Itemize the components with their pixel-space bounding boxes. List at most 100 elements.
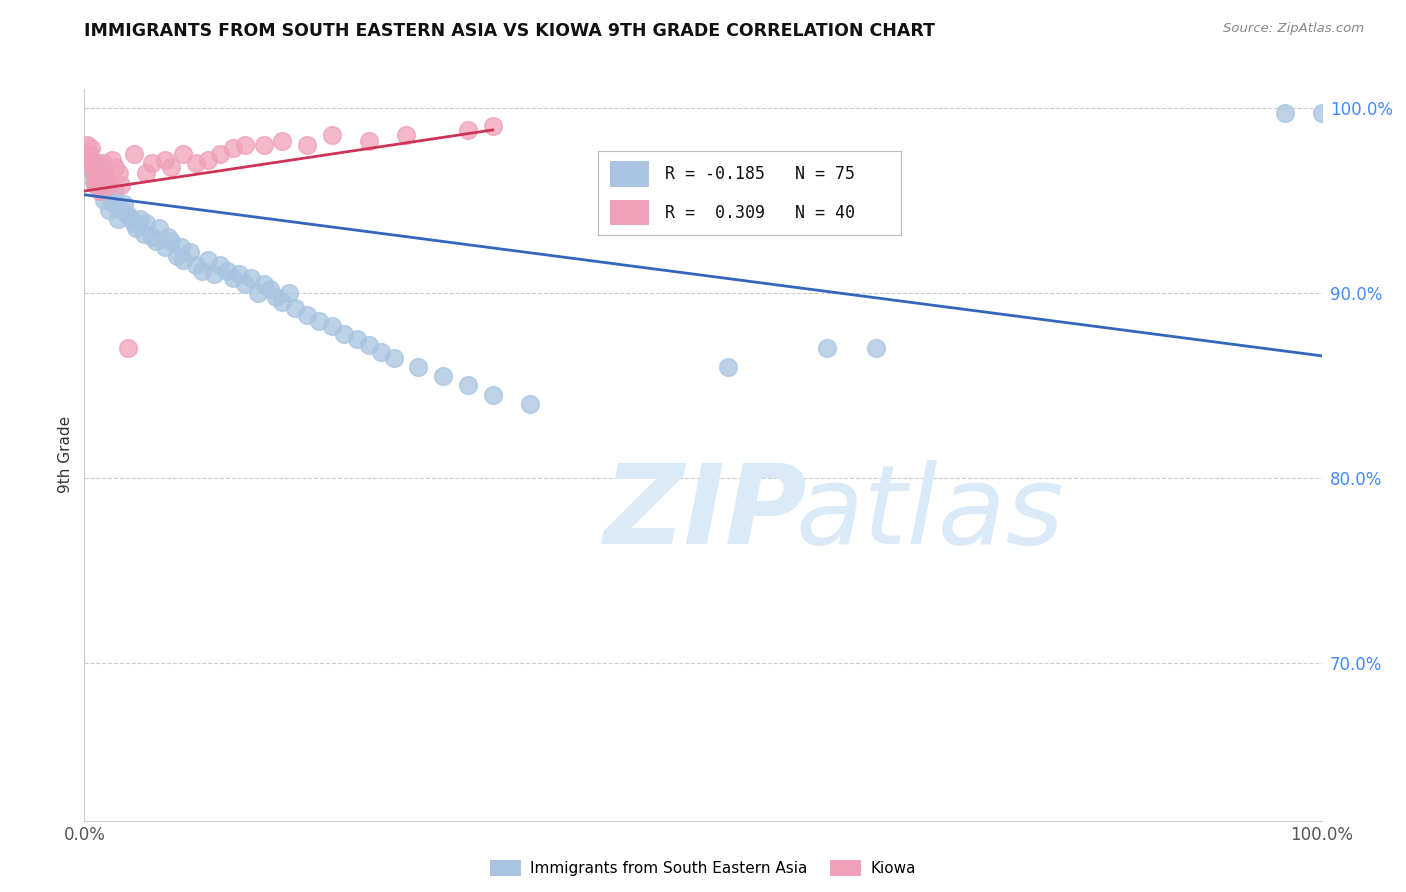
Point xyxy=(253,277,276,291)
Point xyxy=(346,332,368,346)
Point xyxy=(815,342,838,356)
Text: Source: ZipAtlas.com: Source: ZipAtlas.com xyxy=(1223,22,1364,36)
Point xyxy=(271,295,294,310)
Point xyxy=(259,282,281,296)
Point xyxy=(76,156,98,170)
Point xyxy=(110,178,132,193)
Point xyxy=(82,160,104,174)
Point xyxy=(240,271,263,285)
Point xyxy=(79,147,101,161)
Point xyxy=(153,239,176,253)
Point xyxy=(264,290,287,304)
Point xyxy=(432,369,454,384)
Point xyxy=(370,345,392,359)
Point xyxy=(233,277,256,291)
Legend: Immigrants from South Eastern Asia, Kiowa: Immigrants from South Eastern Asia, Kiow… xyxy=(484,855,922,882)
Point xyxy=(93,165,115,179)
Point xyxy=(129,211,152,226)
Bar xyxy=(610,200,650,226)
Point xyxy=(184,258,207,272)
Y-axis label: 9th Grade: 9th Grade xyxy=(58,417,73,493)
Point xyxy=(93,194,115,208)
Point xyxy=(141,230,163,244)
Point xyxy=(91,178,114,193)
Point xyxy=(141,156,163,170)
Point xyxy=(481,388,503,402)
Point xyxy=(457,378,479,392)
Text: IMMIGRANTS FROM SOUTH EASTERN ASIA VS KIOWA 9TH GRADE CORRELATION CHART: IMMIGRANTS FROM SOUTH EASTERN ASIA VS KI… xyxy=(84,22,935,40)
Point xyxy=(76,137,98,152)
Point xyxy=(222,271,245,285)
Point xyxy=(87,178,110,193)
Point xyxy=(153,153,176,167)
Point xyxy=(481,120,503,134)
Point xyxy=(79,147,101,161)
Point xyxy=(457,123,479,137)
Point xyxy=(179,245,201,260)
Point xyxy=(135,165,157,179)
Point xyxy=(209,258,232,272)
Point xyxy=(308,313,330,327)
Text: ZIP: ZIP xyxy=(605,460,807,567)
Point xyxy=(100,194,122,208)
Point xyxy=(1310,106,1333,120)
Point xyxy=(103,197,125,211)
Point xyxy=(98,202,121,217)
Point xyxy=(79,141,101,155)
Point xyxy=(408,359,430,374)
Point xyxy=(145,234,167,248)
Point xyxy=(172,147,194,161)
Point xyxy=(170,239,193,253)
Point xyxy=(395,128,418,143)
Point xyxy=(717,359,740,374)
Point xyxy=(104,184,127,198)
Point xyxy=(197,153,219,167)
Point xyxy=(98,178,121,193)
Point xyxy=(96,175,118,189)
Point xyxy=(117,208,139,222)
Point xyxy=(253,137,276,152)
Bar xyxy=(610,161,650,186)
Point xyxy=(90,175,112,189)
Point xyxy=(89,175,111,189)
Point xyxy=(120,211,142,226)
Point xyxy=(89,184,111,198)
Point xyxy=(122,215,145,229)
Point xyxy=(228,268,250,282)
Text: atlas: atlas xyxy=(796,460,1064,567)
Point xyxy=(160,160,183,174)
Point xyxy=(91,156,114,170)
Point xyxy=(125,221,148,235)
Text: R = -0.185   N = 75: R = -0.185 N = 75 xyxy=(665,165,855,183)
Point xyxy=(84,178,107,193)
Point xyxy=(382,351,405,365)
Point xyxy=(284,301,307,315)
Point xyxy=(86,169,108,184)
Point xyxy=(271,134,294,148)
Point xyxy=(148,221,170,235)
Point xyxy=(333,326,356,341)
Point xyxy=(222,141,245,155)
Point xyxy=(160,234,183,248)
Point xyxy=(89,160,111,174)
Point xyxy=(191,263,214,277)
Point xyxy=(295,137,318,152)
Point xyxy=(94,184,117,198)
Point xyxy=(86,169,108,184)
Point xyxy=(104,160,127,174)
Point xyxy=(107,211,129,226)
Point xyxy=(357,337,380,351)
Point xyxy=(112,197,135,211)
Point xyxy=(87,156,110,170)
Point xyxy=(79,160,101,174)
Point xyxy=(83,165,105,179)
Point xyxy=(122,147,145,161)
Point xyxy=(172,252,194,267)
Point xyxy=(96,175,118,189)
Point xyxy=(277,285,299,300)
Point xyxy=(77,153,100,167)
Point xyxy=(132,227,155,241)
Point xyxy=(209,147,232,161)
Point xyxy=(295,308,318,322)
Point xyxy=(110,202,132,217)
